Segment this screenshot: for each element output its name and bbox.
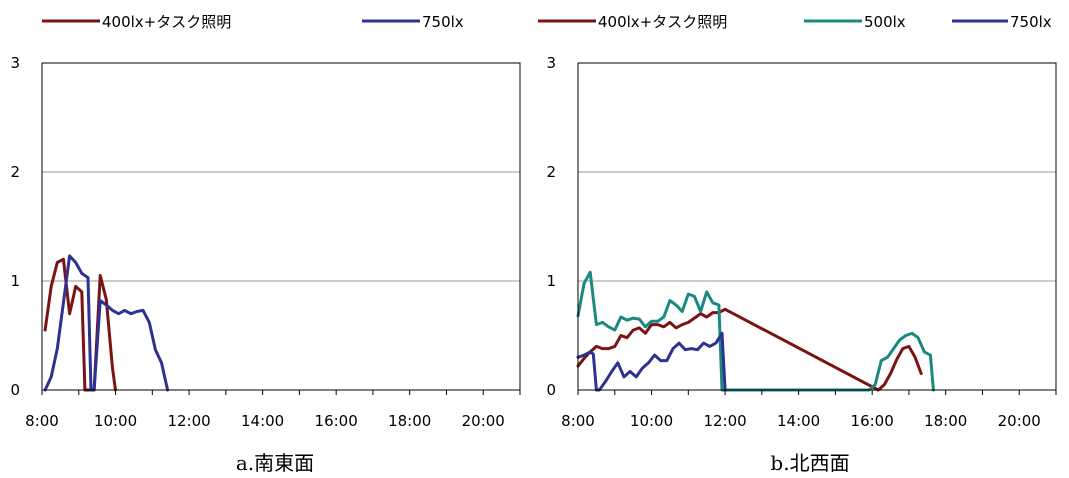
panel-a-gridlines <box>42 171 520 282</box>
legend-b-label-500lx: 500lx <box>864 13 906 31</box>
legend-a-label-400lx-task: 400lx+タスク照明 <box>102 13 231 31</box>
x-tick-label: 8:00 <box>25 412 59 430</box>
panel-a-series <box>43 254 170 392</box>
legend-b-label-750lx: 750lx <box>1010 13 1052 31</box>
x-tick-label: 8:00 <box>561 412 595 430</box>
y-tick-label: 0 <box>546 381 556 399</box>
y-tick-label: 2 <box>10 163 20 181</box>
x-tick-label: 18:00 <box>388 412 431 430</box>
series-line-b-1 <box>576 270 935 392</box>
legend-b-label-400lx-task: 400lx+タスク照明 <box>598 13 727 31</box>
y-tick-label: 3 <box>546 54 556 72</box>
panel-b-ticks: 0 1 2 3 8:00 10:00 12:00 14:00 16:00 18:00 20:00 <box>546 54 1057 430</box>
y-tick-label: 0 <box>10 381 20 399</box>
y-tick-label: 2 <box>546 163 556 181</box>
x-tick-label: 20:00 <box>462 412 505 430</box>
chart-panel-a: 0 1 2 3 8:00 10:00 12:00 14:00 16:00 18:00 20:00 a… <box>10 54 521 475</box>
y-tick-label: 3 <box>10 54 20 72</box>
x-tick-label: 12:00 <box>703 412 746 430</box>
panel-b-plot-frame <box>577 62 1057 391</box>
panel-b-caption: b.北西面 <box>770 451 849 475</box>
legend-a-label-750lx: 750lx <box>422 13 464 31</box>
panel-a-plot-frame <box>41 62 521 391</box>
y-tick-label: 1 <box>546 272 556 290</box>
series-line-b-0 <box>576 307 923 392</box>
panel-a-ticks: 0 1 2 3 8:00 10:00 12:00 14:00 16:00 18:00 20:00 <box>10 54 521 430</box>
x-tick-label: 12:00 <box>167 412 210 430</box>
series-line-b-2 <box>576 331 727 392</box>
panel-b-gridlines <box>578 171 1056 282</box>
panel-a-caption: a.南東面 <box>236 451 314 475</box>
x-tick-label: 20:00 <box>998 412 1041 430</box>
legend-b: 400lx+タスク照明 500lx 750lx <box>538 13 1052 31</box>
x-tick-label: 14:00 <box>777 412 820 430</box>
x-tick-label: 10:00 <box>94 412 137 430</box>
chart-panel-b: 0 1 2 3 8:00 10:00 12:00 14:00 16:00 18:00 20:00 b… <box>546 54 1057 475</box>
x-tick-label: 14:00 <box>241 412 284 430</box>
x-tick-label: 10:00 <box>630 412 673 430</box>
panel-b-series <box>576 270 935 392</box>
series-line-a-1 <box>43 254 170 392</box>
legend-a: 400lx+タスク照明 750lx <box>42 13 464 31</box>
x-tick-label: 16:00 <box>851 412 894 430</box>
x-tick-label: 16:00 <box>315 412 358 430</box>
x-tick-label: 18:00 <box>924 412 967 430</box>
series-line-a-0 <box>43 257 117 392</box>
y-tick-label: 1 <box>10 272 20 290</box>
